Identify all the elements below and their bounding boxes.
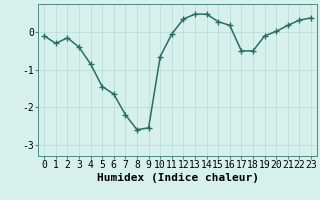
X-axis label: Humidex (Indice chaleur): Humidex (Indice chaleur) — [97, 173, 259, 183]
